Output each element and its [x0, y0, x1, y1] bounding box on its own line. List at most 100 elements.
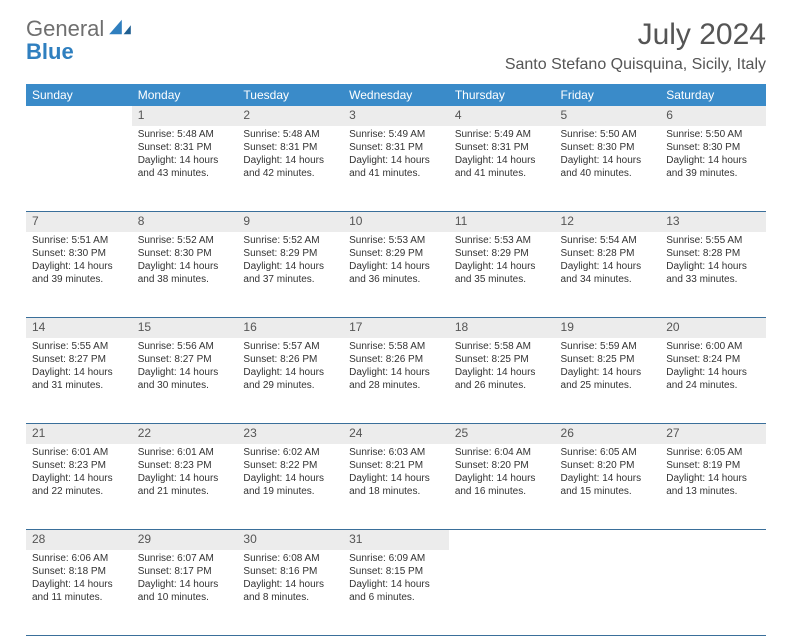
day-number: 3: [343, 106, 449, 126]
sunrise-text: Sunrise: 6:06 AM: [32, 552, 126, 565]
day-cell: Sunrise: 6:01 AMSunset: 8:23 PMDaylight:…: [132, 444, 238, 530]
sunrise-text: Sunrise: 6:09 AM: [349, 552, 443, 565]
day-cell: Sunrise: 6:09 AMSunset: 8:15 PMDaylight:…: [343, 550, 449, 636]
day-number: 11: [449, 212, 555, 232]
day-number: 26: [555, 424, 661, 444]
week-row: Sunrise: 5:55 AMSunset: 8:27 PMDaylight:…: [26, 338, 766, 424]
weekday-header: Wednesday: [343, 84, 449, 106]
daylight-text: Daylight: 14 hours: [138, 154, 232, 167]
day-number: 13: [660, 212, 766, 232]
sunrise-text: Sunrise: 5:57 AM: [243, 340, 337, 353]
day-number: 5: [555, 106, 661, 126]
brand-wordmark: General Blue: [26, 18, 131, 64]
sunset-text: Sunset: 8:30 PM: [138, 247, 232, 260]
daylight-text: and 33 minutes.: [666, 273, 760, 286]
daylight-text: Daylight: 14 hours: [138, 578, 232, 591]
day-cell: Sunrise: 6:00 AMSunset: 8:24 PMDaylight:…: [660, 338, 766, 424]
weekday-header: Thursday: [449, 84, 555, 106]
calendar-table: Sunday Monday Tuesday Wednesday Thursday…: [26, 84, 766, 636]
day-cell: Sunrise: 5:57 AMSunset: 8:26 PMDaylight:…: [237, 338, 343, 424]
daylight-text: and 42 minutes.: [243, 167, 337, 180]
daylight-text: and 26 minutes.: [455, 379, 549, 392]
day-cell: Sunrise: 5:51 AMSunset: 8:30 PMDaylight:…: [26, 232, 132, 318]
daylight-text: and 40 minutes.: [561, 167, 655, 180]
sunset-text: Sunset: 8:23 PM: [138, 459, 232, 472]
day-number: 20: [660, 318, 766, 338]
daylight-text: Daylight: 14 hours: [349, 578, 443, 591]
header: General Blue July 2024 Santo Stefano Qui…: [26, 18, 766, 74]
daylight-text: Daylight: 14 hours: [666, 154, 760, 167]
day-cell: Sunrise: 5:48 AMSunset: 8:31 PMDaylight:…: [132, 126, 238, 212]
day-cell: [449, 550, 555, 636]
day-cell: Sunrise: 5:50 AMSunset: 8:30 PMDaylight:…: [660, 126, 766, 212]
day-cell: Sunrise: 6:05 AMSunset: 8:19 PMDaylight:…: [660, 444, 766, 530]
sunrise-text: Sunrise: 5:54 AM: [561, 234, 655, 247]
sunset-text: Sunset: 8:23 PM: [32, 459, 126, 472]
day-number: 4: [449, 106, 555, 126]
daylight-text: Daylight: 14 hours: [243, 472, 337, 485]
day-number: 1: [132, 106, 238, 126]
weekday-header-row: Sunday Monday Tuesday Wednesday Thursday…: [26, 84, 766, 106]
sunset-text: Sunset: 8:25 PM: [455, 353, 549, 366]
day-number: 24: [343, 424, 449, 444]
sunset-text: Sunset: 8:28 PM: [561, 247, 655, 260]
sunrise-text: Sunrise: 6:03 AM: [349, 446, 443, 459]
sunset-text: Sunset: 8:17 PM: [138, 565, 232, 578]
week-row: Sunrise: 6:06 AMSunset: 8:18 PMDaylight:…: [26, 550, 766, 636]
day-number: 25: [449, 424, 555, 444]
weekday-header: Tuesday: [237, 84, 343, 106]
day-number: 30: [237, 530, 343, 550]
day-number: 8: [132, 212, 238, 232]
daylight-text: and 35 minutes.: [455, 273, 549, 286]
sunset-text: Sunset: 8:19 PM: [666, 459, 760, 472]
sunrise-text: Sunrise: 5:49 AM: [349, 128, 443, 141]
daylight-text: Daylight: 14 hours: [455, 366, 549, 379]
day-cell: [660, 550, 766, 636]
sunset-text: Sunset: 8:31 PM: [138, 141, 232, 154]
daylight-text: Daylight: 14 hours: [243, 260, 337, 273]
day-cell: Sunrise: 6:07 AMSunset: 8:17 PMDaylight:…: [132, 550, 238, 636]
sunrise-text: Sunrise: 5:58 AM: [455, 340, 549, 353]
daylight-text: Daylight: 14 hours: [243, 366, 337, 379]
day-number: [449, 530, 555, 550]
sunrise-text: Sunrise: 5:56 AM: [138, 340, 232, 353]
sunset-text: Sunset: 8:20 PM: [455, 459, 549, 472]
daylight-text: and 34 minutes.: [561, 273, 655, 286]
sunrise-text: Sunrise: 6:01 AM: [138, 446, 232, 459]
weekday-header: Friday: [555, 84, 661, 106]
daylight-text: and 38 minutes.: [138, 273, 232, 286]
daylight-text: Daylight: 14 hours: [32, 366, 126, 379]
sunset-text: Sunset: 8:26 PM: [243, 353, 337, 366]
day-number: [660, 530, 766, 550]
day-cell: Sunrise: 5:53 AMSunset: 8:29 PMDaylight:…: [449, 232, 555, 318]
sunrise-text: Sunrise: 5:52 AM: [138, 234, 232, 247]
day-number: 28: [26, 530, 132, 550]
day-cell: Sunrise: 5:48 AMSunset: 8:31 PMDaylight:…: [237, 126, 343, 212]
sunrise-text: Sunrise: 6:07 AM: [138, 552, 232, 565]
daylight-text: Daylight: 14 hours: [455, 260, 549, 273]
daylight-text: and 8 minutes.: [243, 591, 337, 604]
sunset-text: Sunset: 8:30 PM: [561, 141, 655, 154]
day-number: 27: [660, 424, 766, 444]
day-cell: Sunrise: 6:03 AMSunset: 8:21 PMDaylight:…: [343, 444, 449, 530]
month-title: July 2024: [505, 18, 766, 52]
day-number: 31: [343, 530, 449, 550]
daylight-text: and 37 minutes.: [243, 273, 337, 286]
sunset-text: Sunset: 8:15 PM: [349, 565, 443, 578]
daylight-text: Daylight: 14 hours: [349, 472, 443, 485]
day-cell: [555, 550, 661, 636]
sunset-text: Sunset: 8:26 PM: [349, 353, 443, 366]
sunrise-text: Sunrise: 6:05 AM: [561, 446, 655, 459]
day-cell: Sunrise: 6:08 AMSunset: 8:16 PMDaylight:…: [237, 550, 343, 636]
sunset-text: Sunset: 8:31 PM: [455, 141, 549, 154]
daylight-text: Daylight: 14 hours: [349, 154, 443, 167]
sunset-text: Sunset: 8:24 PM: [666, 353, 760, 366]
daylight-text: Daylight: 14 hours: [561, 366, 655, 379]
weekday-header: Monday: [132, 84, 238, 106]
sunrise-text: Sunrise: 5:52 AM: [243, 234, 337, 247]
day-number: 21: [26, 424, 132, 444]
sunset-text: Sunset: 8:25 PM: [561, 353, 655, 366]
sunrise-text: Sunrise: 5:59 AM: [561, 340, 655, 353]
day-cell: Sunrise: 6:05 AMSunset: 8:20 PMDaylight:…: [555, 444, 661, 530]
day-cell: Sunrise: 6:02 AMSunset: 8:22 PMDaylight:…: [237, 444, 343, 530]
